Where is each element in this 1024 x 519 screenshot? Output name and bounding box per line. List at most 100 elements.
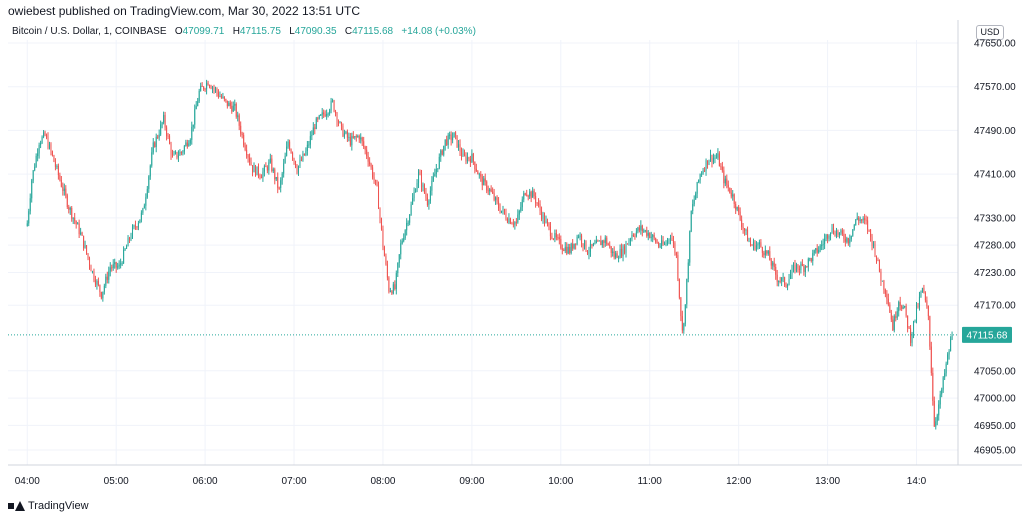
- candle-body: [939, 394, 941, 405]
- candle-body: [415, 191, 417, 193]
- candle-body: [680, 297, 682, 317]
- candle-body: [163, 114, 165, 123]
- candle-body: [779, 280, 781, 282]
- candle-body: [524, 193, 526, 195]
- candle-body: [878, 259, 880, 272]
- candle-body: [140, 212, 142, 220]
- candle-body: [683, 323, 685, 331]
- candle-body: [345, 131, 347, 134]
- candle-body: [738, 206, 740, 212]
- candle-body: [386, 264, 388, 278]
- candle-body: [841, 230, 843, 234]
- candle-body: [348, 136, 350, 138]
- candle-body: [705, 160, 707, 171]
- candle-body: [360, 137, 362, 140]
- candle-body: [533, 190, 535, 197]
- candle-body: [314, 127, 316, 129]
- candle-body: [143, 205, 145, 209]
- candle-body: [619, 248, 621, 258]
- candle-body: [330, 100, 332, 111]
- candle-body: [136, 226, 138, 228]
- open-value: 47099.71: [182, 26, 225, 37]
- candle-body: [635, 231, 637, 237]
- symbol-title[interactable]: Bitcoin / U.S. Dollar, 1, COINBASE: [12, 26, 167, 37]
- candle-body: [340, 122, 342, 126]
- candle-body: [295, 161, 297, 168]
- candle-body: [643, 230, 645, 232]
- candle-body: [333, 100, 335, 112]
- candle-body: [395, 273, 397, 290]
- candle-body: [121, 263, 123, 265]
- candle-body: [543, 214, 546, 224]
- candle-body: [804, 266, 806, 272]
- candle-body: [601, 240, 603, 246]
- candle-body: [361, 137, 363, 142]
- candle-body: [745, 229, 747, 231]
- candle-body: [87, 253, 89, 259]
- candle-body: [315, 118, 317, 129]
- candle-body: [99, 284, 101, 293]
- candle-body: [638, 227, 640, 231]
- candle-body: [926, 300, 928, 307]
- candle-body: [253, 165, 255, 173]
- candle-body: [767, 251, 769, 254]
- candle-body: [923, 287, 925, 293]
- x-tick-label: 12:00: [726, 476, 751, 487]
- candle-body: [468, 157, 470, 160]
- candle-body: [397, 262, 399, 274]
- candle-body: [111, 267, 113, 269]
- candle-body: [910, 328, 912, 343]
- candle-body: [502, 209, 504, 211]
- candle-body: [43, 132, 45, 137]
- candle-body: [498, 201, 500, 209]
- candle-body: [744, 228, 746, 231]
- candle-body: [400, 243, 402, 255]
- candle-body: [827, 234, 829, 239]
- candle-body: [194, 109, 196, 125]
- candle-body: [102, 291, 104, 299]
- x-tick-label: 08:00: [370, 476, 395, 487]
- candle-body: [569, 247, 571, 253]
- candle-body: [757, 244, 759, 246]
- candle-body: [332, 100, 334, 102]
- candle-body: [388, 277, 390, 292]
- candle-body: [555, 233, 557, 238]
- candle-body: [447, 134, 449, 145]
- publisher-line: owiebest published on TradingView.com, M…: [8, 4, 360, 18]
- candle-body: [120, 263, 122, 265]
- candle-body: [653, 235, 655, 239]
- candle-body: [686, 278, 688, 305]
- candle-body: [545, 220, 547, 224]
- candle-body: [511, 223, 513, 225]
- candle-body: [237, 115, 239, 117]
- candle-body: [152, 142, 154, 153]
- candle-body: [412, 198, 414, 205]
- candle-body: [180, 152, 182, 154]
- candle-body: [493, 193, 495, 200]
- candle-body: [281, 173, 283, 181]
- candle-body: [795, 264, 797, 271]
- candle-body: [114, 262, 116, 265]
- candle-body: [650, 236, 652, 238]
- candle-body: [637, 227, 639, 232]
- candle-body: [48, 144, 51, 149]
- candle-body: [423, 184, 425, 193]
- candle-body: [75, 220, 77, 225]
- candle-body: [206, 82, 208, 90]
- candle-body: [818, 249, 820, 253]
- candle-body: [105, 276, 107, 286]
- candle-body: [377, 185, 380, 209]
- candle-body: [81, 232, 83, 236]
- candle-body: [850, 235, 852, 240]
- open-label: O: [174, 26, 183, 37]
- currency-badge[interactable]: USD: [976, 25, 1004, 40]
- candle-body: [444, 139, 446, 146]
- candle-body: [883, 280, 885, 290]
- candle-body: [929, 316, 931, 347]
- candle-body: [588, 251, 590, 255]
- candle-body: [668, 239, 670, 241]
- candle-body: [56, 165, 58, 167]
- candle-body: [621, 248, 623, 257]
- candle-body: [160, 124, 162, 135]
